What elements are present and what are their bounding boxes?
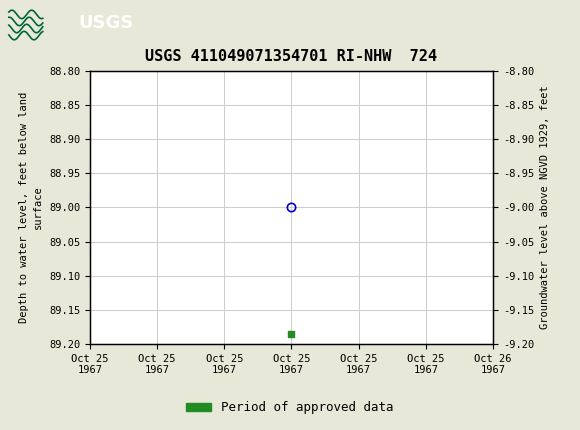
Legend: Period of approved data: Period of approved data bbox=[181, 396, 399, 419]
Title: USGS 411049071354701 RI-NHW  724: USGS 411049071354701 RI-NHW 724 bbox=[146, 49, 437, 64]
Y-axis label: Groundwater level above NGVD 1929, feet: Groundwater level above NGVD 1929, feet bbox=[539, 86, 549, 329]
Y-axis label: Depth to water level, feet below land
surface: Depth to water level, feet below land su… bbox=[19, 92, 44, 323]
Text: USGS: USGS bbox=[78, 14, 133, 31]
